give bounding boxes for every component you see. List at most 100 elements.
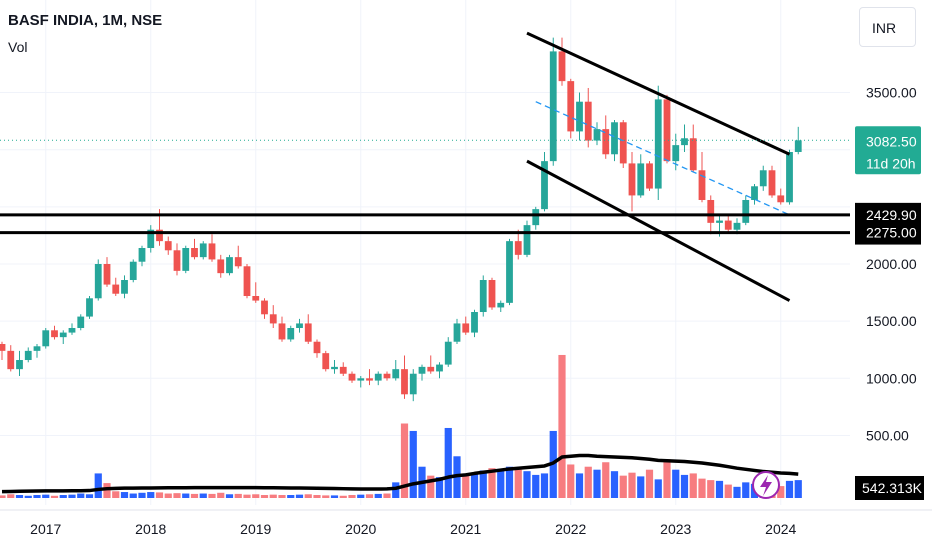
candle-body — [576, 101, 583, 132]
volume-bar — [59, 495, 67, 498]
volume-bar — [567, 464, 575, 498]
candle-body — [261, 300, 268, 315]
candle-body — [304, 323, 312, 342]
volume-bar — [252, 494, 260, 498]
volume-bar — [680, 474, 689, 498]
price-tick-label: 1000.00 — [866, 370, 917, 386]
candle-body — [252, 296, 260, 301]
candle-body — [418, 366, 426, 374]
candle-body — [182, 247, 190, 271]
candle-body — [331, 366, 338, 370]
time-axis[interactable]: 2017 2018 2019 2020 2021 2022 2023 2024 — [0, 509, 932, 537]
volume-bar — [505, 466, 514, 498]
candle-body — [217, 259, 225, 274]
volume-bar — [155, 492, 164, 498]
candle-body — [462, 323, 470, 333]
volume-bar — [497, 468, 505, 498]
last-price-badge — [855, 126, 921, 175]
volume-bar — [365, 494, 374, 498]
volume-bar — [287, 495, 295, 498]
volume-bar — [593, 469, 601, 498]
volume-bar — [15, 495, 24, 498]
volume-bar — [260, 495, 269, 498]
symbol-title[interactable]: BASF INDIA, 1M, NSE — [8, 12, 163, 29]
volume-bar — [479, 470, 487, 498]
volume-bar — [24, 495, 32, 498]
candle-body — [121, 280, 128, 294]
volume-bar — [330, 495, 339, 498]
price-axis[interactable]: 3500.00 2000.00 1500.00 1000.00 500.00 — [850, 0, 932, 510]
candle-body — [173, 250, 181, 271]
volume-bar — [129, 493, 137, 498]
volume-bar — [120, 492, 129, 498]
level-price-tag — [855, 220, 921, 245]
volume-bar — [243, 494, 251, 498]
candle-body — [698, 170, 706, 200]
volume-bar — [427, 475, 435, 498]
candle-body — [593, 129, 601, 141]
volume-bar — [602, 462, 610, 498]
volume-bar — [173, 493, 181, 498]
candle-body — [777, 195, 785, 203]
price-tick-label: 500.00 — [866, 427, 909, 443]
candle-body — [479, 280, 487, 313]
volume-bar — [400, 423, 409, 498]
candle-body — [532, 209, 540, 226]
volume-bar — [645, 469, 654, 498]
volume-bar — [628, 472, 636, 498]
candle-body — [322, 353, 330, 370]
candle-body — [226, 257, 233, 274]
candle-body — [637, 163, 645, 196]
candle-body — [147, 229, 155, 248]
candle-body — [16, 360, 23, 370]
candle-body — [59, 332, 67, 338]
volume-bar — [295, 494, 304, 498]
candle-body — [681, 138, 688, 146]
drawing-annotations[interactable] — [0, 31, 850, 302]
volume-indicator-label[interactable]: Vol — [8, 39, 28, 55]
volume-bar — [357, 494, 365, 498]
volume-bar — [103, 483, 111, 498]
time-tick-label: 2019 — [240, 521, 271, 537]
price-candles — [0, 37, 802, 402]
volume-bar — [619, 475, 627, 498]
volume-bar — [77, 493, 85, 498]
currency-button[interactable]: INR — [859, 7, 916, 47]
candle-body — [436, 364, 443, 372]
volume-bar — [392, 482, 400, 498]
volume-bar — [637, 476, 645, 498]
candle-body — [514, 241, 522, 255]
candle-body — [138, 247, 146, 262]
candle-body — [733, 222, 741, 230]
candle-body — [164, 241, 172, 251]
volume-bar — [435, 477, 444, 498]
volume-bar — [444, 427, 452, 498]
candle-body — [724, 220, 732, 230]
volume-bar — [488, 468, 496, 498]
candle-body — [42, 330, 50, 347]
candle-body — [654, 99, 662, 189]
candle-body — [672, 145, 680, 162]
volume-bar — [313, 495, 321, 498]
candle-body — [357, 378, 365, 381]
candle-body — [296, 323, 303, 329]
volume-bar — [322, 495, 330, 498]
volume-bar — [409, 430, 417, 498]
candle-body — [339, 366, 347, 374]
candle-body — [549, 51, 557, 162]
candle-body — [453, 323, 461, 342]
candle-body — [156, 229, 163, 242]
candle-body — [33, 346, 41, 351]
volume-bar — [0, 495, 6, 498]
volume-bar — [112, 491, 120, 498]
volume-bar — [85, 494, 94, 498]
candle-body — [278, 323, 286, 340]
volume-bar — [654, 479, 662, 498]
volume-bar — [138, 492, 146, 498]
candle-body — [628, 163, 636, 196]
lightning-icon[interactable] — [752, 471, 780, 499]
candle-body — [427, 366, 435, 372]
grid-lines — [0, 0, 850, 505]
volume-bar — [742, 482, 750, 498]
